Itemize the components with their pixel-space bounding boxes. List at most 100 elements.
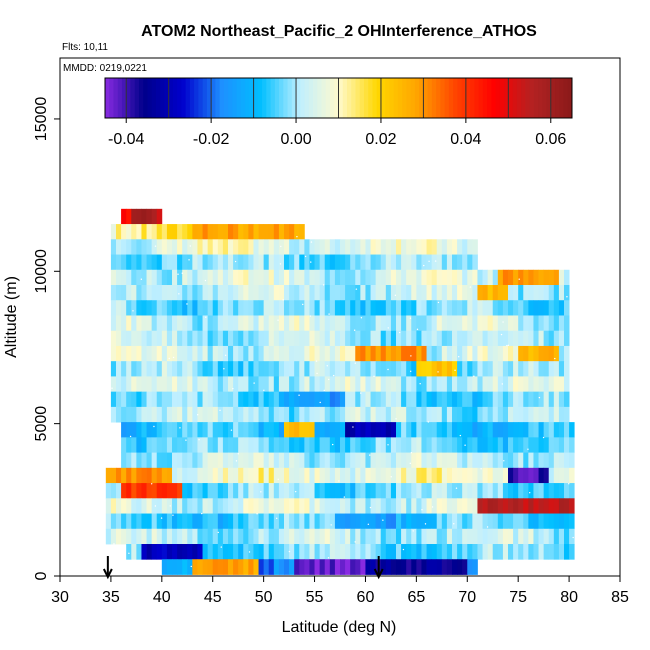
heatmap-cell xyxy=(477,269,483,286)
heatmap-cell xyxy=(538,300,545,316)
heatmap-cell xyxy=(482,513,489,530)
heatmap-cell xyxy=(228,315,234,332)
heatmap-cell xyxy=(426,498,433,514)
heatmap-cell xyxy=(228,376,234,393)
heatmap-cell xyxy=(548,452,555,469)
heatmap-cell xyxy=(477,483,483,499)
heatmap-cell xyxy=(166,452,173,469)
heatmap-cell xyxy=(309,452,315,469)
heatmap-cell xyxy=(253,345,259,362)
heatmap-cell xyxy=(304,452,310,469)
heatmap-cell xyxy=(172,498,178,514)
colorbar-segment xyxy=(300,78,306,118)
heatmap-cell xyxy=(452,483,458,499)
heatmap-cell xyxy=(538,452,545,469)
heatmap-cell xyxy=(222,330,229,347)
heatmap-cell xyxy=(151,544,158,560)
heatmap-cell xyxy=(385,285,392,301)
heatmap-cell xyxy=(294,559,300,575)
heatmap-cell xyxy=(431,361,438,377)
colorbar-tick-label: -0.04 xyxy=(108,131,145,148)
heatmap-cell xyxy=(228,391,234,408)
heatmap-cell xyxy=(406,559,412,575)
heatmap-cell xyxy=(406,330,412,347)
heatmap-cell xyxy=(487,528,494,545)
heatmap-cell xyxy=(207,544,214,560)
heatmap-cell xyxy=(146,254,153,271)
heatmap-cell xyxy=(558,467,565,484)
heatmap-cell xyxy=(284,483,290,499)
heatmap-cell xyxy=(172,254,178,271)
heatmap-cell xyxy=(268,361,275,377)
heatmap-cell xyxy=(126,544,132,560)
heatmap-cell xyxy=(472,315,478,332)
heatmap-cell xyxy=(273,467,280,484)
heatmap-cell xyxy=(197,376,203,393)
heatmap-cell xyxy=(396,254,402,271)
heatmap-cell xyxy=(182,498,188,514)
heatmap-cell xyxy=(401,498,407,514)
heatmap-cell xyxy=(187,544,193,560)
heatmap-cell xyxy=(390,254,397,271)
heatmap-cell xyxy=(457,330,463,347)
heatmap-cell xyxy=(289,559,295,575)
heatmap-cell xyxy=(538,345,545,362)
colorbar-segment xyxy=(346,78,352,118)
heatmap-cell xyxy=(564,376,570,393)
heatmap-cell xyxy=(345,422,351,438)
heatmap-cell xyxy=(243,513,249,530)
heatmap-cell xyxy=(548,361,555,377)
heatmap-cell xyxy=(182,544,188,560)
heatmap-cell xyxy=(569,513,575,530)
heatmap-cell xyxy=(309,422,315,438)
heatmap-cell xyxy=(340,300,346,316)
heatmap-cell xyxy=(268,300,275,316)
colorbar-segment xyxy=(359,78,365,118)
heatmap-cell xyxy=(268,330,275,347)
heatmap-cell xyxy=(385,513,392,530)
heatmap-cell xyxy=(543,498,550,514)
heatmap-cell xyxy=(396,391,402,408)
heatmap-cell xyxy=(263,437,270,453)
heatmap-cell xyxy=(436,239,443,255)
heatmap-cell xyxy=(202,406,209,423)
heatmap-cell xyxy=(487,406,494,423)
heatmap-cell xyxy=(131,239,137,255)
heatmap-cell xyxy=(569,544,575,560)
heatmap-cell xyxy=(273,315,280,332)
heatmap-cell xyxy=(289,269,295,286)
colorbar-segment xyxy=(321,78,327,118)
heatmap-cell xyxy=(472,544,478,560)
heatmap-cell xyxy=(355,544,361,560)
heatmap-cell xyxy=(345,498,351,514)
heatmap-cell xyxy=(243,467,249,484)
heatmap-cell xyxy=(553,452,560,469)
heatmap-cell xyxy=(329,467,336,484)
heatmap-cell xyxy=(121,345,127,362)
heatmap-cell xyxy=(268,437,275,453)
heatmap-cell xyxy=(294,544,300,560)
heatmap-cell xyxy=(355,559,361,575)
data-speckle xyxy=(198,439,200,441)
heatmap-cell xyxy=(411,422,417,438)
heatmap-cell xyxy=(284,528,290,545)
heatmap-cell xyxy=(166,224,173,240)
heatmap-cell xyxy=(177,239,183,255)
heatmap-cell xyxy=(156,452,163,469)
heatmap-cell xyxy=(258,315,265,332)
heatmap-cell xyxy=(141,391,147,408)
heatmap-cell xyxy=(141,528,147,545)
heatmap-cell xyxy=(329,391,336,408)
heatmap-cell xyxy=(202,437,209,453)
heatmap-cell xyxy=(538,437,545,453)
heatmap-cell xyxy=(182,361,188,377)
heatmap-cell xyxy=(452,437,458,453)
heatmap-cell xyxy=(192,528,198,545)
colorbar-segment xyxy=(202,78,208,118)
heatmap-cell xyxy=(538,269,545,286)
heatmap-cell xyxy=(202,361,209,377)
heatmap-cell xyxy=(472,513,478,530)
heatmap-cell xyxy=(518,315,524,332)
heatmap-cell xyxy=(380,422,387,438)
heatmap-cell xyxy=(340,345,346,362)
